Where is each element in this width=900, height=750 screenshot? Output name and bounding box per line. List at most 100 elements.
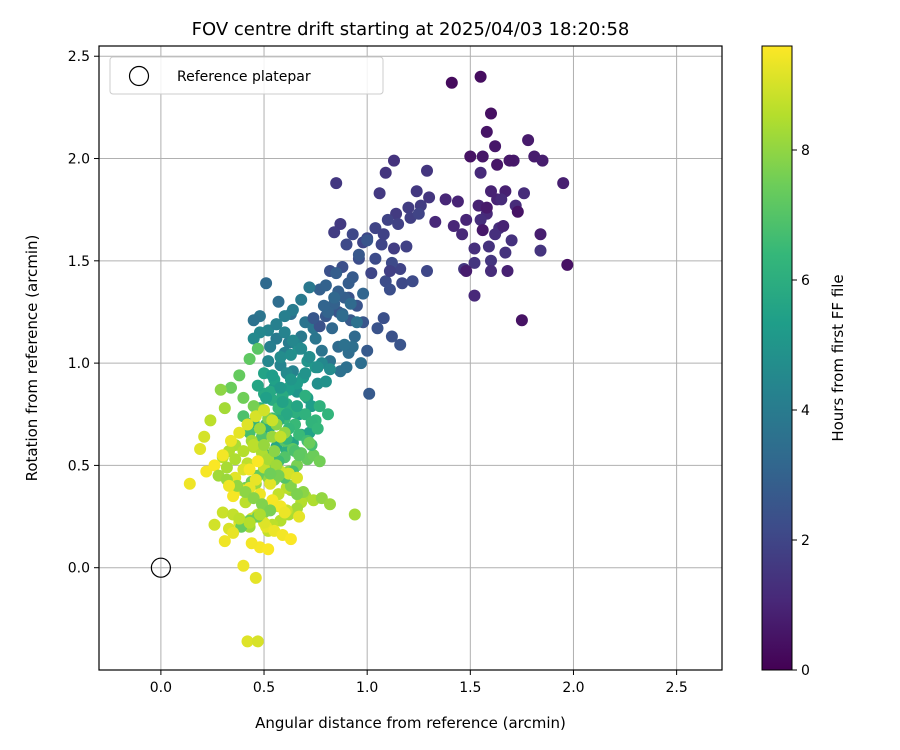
data-point <box>495 193 508 206</box>
data-point <box>299 408 312 421</box>
reference-marker-layer <box>150 557 171 578</box>
y-axis-ticks: 0.0 0.5 1.0 1.5 2.0 2.5 <box>68 49 99 577</box>
data-point <box>390 207 403 220</box>
data-point <box>348 508 361 521</box>
data-point <box>247 314 260 327</box>
data-point <box>249 473 262 486</box>
data-point <box>485 254 497 267</box>
data-point <box>412 207 425 220</box>
x-tick-label: 0.0 <box>150 680 172 696</box>
data-point <box>491 158 504 171</box>
data-point <box>346 228 359 241</box>
data-point <box>272 295 285 308</box>
data-point <box>299 367 312 380</box>
data-point <box>260 277 273 290</box>
data-point <box>183 477 196 490</box>
data-points <box>183 70 574 648</box>
data-point <box>357 287 370 300</box>
y-tick-label: 0.0 <box>68 561 90 577</box>
data-point <box>464 150 477 163</box>
data-point <box>344 297 357 310</box>
data-point <box>369 222 382 235</box>
data-point <box>385 330 398 343</box>
data-point <box>313 400 326 413</box>
x-axis-label: Angular distance from reference (arcmin) <box>255 714 566 732</box>
data-point <box>247 332 260 345</box>
data-point <box>311 361 324 374</box>
data-point <box>225 434 237 447</box>
data-point <box>284 373 297 386</box>
data-point <box>501 265 514 277</box>
data-point <box>204 414 217 427</box>
data-point <box>231 479 244 492</box>
data-point <box>330 267 343 280</box>
data-point <box>338 338 351 351</box>
data-point <box>485 265 497 277</box>
data-point <box>198 430 211 443</box>
data-point <box>482 240 495 253</box>
data-point <box>299 389 312 402</box>
data-point <box>315 344 328 357</box>
data-point <box>266 494 279 507</box>
data-point <box>396 277 409 290</box>
colorbar-tick-label: 8 <box>801 143 810 159</box>
data-point <box>216 506 229 519</box>
data-point <box>518 187 530 200</box>
data-point <box>237 391 250 404</box>
data-point <box>233 369 246 382</box>
data-point <box>474 213 487 226</box>
data-point <box>499 246 512 259</box>
data-point <box>369 252 382 265</box>
colorbar-label: Hours from first FF file <box>829 274 847 441</box>
data-point <box>361 344 374 357</box>
data-point <box>317 299 330 312</box>
data-point <box>264 340 277 353</box>
data-point <box>406 275 419 288</box>
data-point <box>237 559 250 572</box>
data-point <box>266 414 279 427</box>
data-point <box>476 224 489 237</box>
data-point <box>291 488 303 501</box>
data-point <box>334 365 347 378</box>
colorbar-tick-label: 6 <box>801 273 810 289</box>
data-point <box>253 508 266 521</box>
colorbar: 0 2 4 6 8 Hours from first FF file <box>761 45 847 679</box>
data-point <box>381 213 394 226</box>
data-point <box>284 479 297 492</box>
legend-box <box>109 56 384 95</box>
x-tick-label: 1.5 <box>459 680 481 696</box>
y-tick-label: 1.0 <box>68 356 90 372</box>
data-point <box>511 205 524 218</box>
data-point <box>480 201 493 214</box>
data-point <box>227 526 240 539</box>
data-point <box>309 332 322 345</box>
data-point <box>291 471 303 484</box>
chart-title: FOV centre drift starting at 2025/04/03 … <box>192 19 630 40</box>
data-point <box>241 635 254 648</box>
data-point <box>241 418 254 431</box>
data-point <box>383 265 396 277</box>
data-point <box>421 164 433 177</box>
data-point <box>394 338 407 351</box>
data-point <box>536 154 549 167</box>
data-point <box>237 445 250 458</box>
data-point <box>330 177 343 190</box>
data-point <box>400 240 413 253</box>
data-point <box>249 410 262 423</box>
data-point <box>468 289 481 302</box>
x-tick-label: 0.5 <box>253 680 275 696</box>
data-point <box>429 215 442 228</box>
data-point <box>324 498 336 511</box>
data-point <box>319 375 332 388</box>
data-point <box>266 369 279 382</box>
data-point <box>379 166 392 179</box>
data-point <box>264 477 277 490</box>
data-point <box>365 267 378 280</box>
data-point <box>363 387 376 400</box>
data-point <box>284 533 297 546</box>
data-point <box>451 195 464 208</box>
data-point <box>216 449 229 462</box>
data-point <box>278 506 291 519</box>
data-point <box>311 422 324 435</box>
